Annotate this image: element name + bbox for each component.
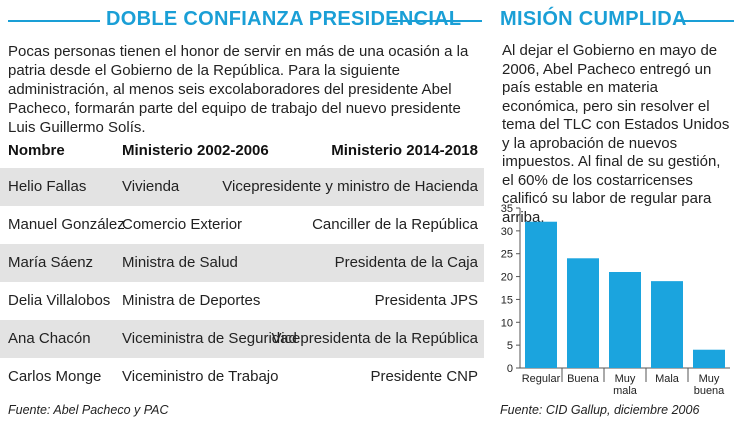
cell-ministerio-2014: Presidente CNP — [370, 368, 478, 385]
cell-nombre: Delia Villalobos — [8, 292, 111, 309]
left-section-title: DOBLE CONFIANZA PRESIDENCIAL — [106, 8, 462, 30]
right-title-rule — [676, 20, 734, 22]
cell-nombre: Ana Chacón — [8, 330, 91, 347]
x-tick-label: Regular — [522, 373, 561, 385]
table-row: Manuel González Comercio Exterior Cancil… — [0, 206, 484, 244]
x-tick-label: Mala — [655, 373, 680, 385]
cell-ministerio-2014: Presidenta JPS — [374, 292, 478, 309]
table-row: Carlos Monge Viceministro de Trabajo Pre… — [0, 358, 484, 396]
left-title-rule-right — [392, 20, 482, 22]
table-header: Nombre Ministerio 2002-2006 Ministerio 2… — [0, 136, 484, 168]
table-row: Ana Chacón Viceministra de Seguridad Vic… — [0, 320, 484, 358]
y-tick-label: 35 — [501, 203, 513, 215]
cell-nombre: Manuel González — [8, 216, 125, 233]
cell-ministerio-2014: Vicepresidente y ministro de Hacienda — [222, 178, 478, 195]
left-title-rule-left — [8, 20, 100, 22]
cell-ministerio-2014: Canciller de la República — [312, 216, 478, 233]
right-section-title: MISIÓN CUMPLIDA — [500, 8, 687, 30]
bar — [567, 258, 599, 368]
cell-nombre: María Sáenz — [8, 254, 94, 271]
table-row: Helio Fallas Vivienda Vicepresidente y m… — [0, 168, 484, 206]
x-tick-label: Buena — [567, 373, 600, 385]
header-nombre: Nombre — [8, 142, 65, 159]
left-source: Fuente: Abel Pacheco y PAC — [8, 403, 169, 417]
intro-paragraph: Pocas personas tienen el honor de servir… — [8, 43, 469, 136]
header-ministerio-2002-2006: Ministerio 2002-2006 — [122, 142, 269, 159]
y-tick-label: 25 — [501, 249, 513, 261]
y-tick-label: 0 — [507, 363, 513, 375]
right-paragraph: Al dejar el Gobierno en mayo de 2006, Ab… — [502, 42, 730, 226]
cell-ministerio-2014: Vicepresidenta de la República — [271, 330, 478, 347]
cell-ministerio-2002: Ministra de Deportes — [122, 292, 261, 309]
table-row: María Sáenz Ministra de Salud Presidenta… — [0, 244, 484, 282]
bar — [609, 272, 641, 368]
y-tick-label: 20 — [501, 272, 513, 284]
right-source: Fuente: CID Gallup, diciembre 2006 — [500, 403, 700, 417]
y-tick-label: 15 — [501, 294, 513, 306]
x-tick-label: Muy mala — [613, 373, 638, 397]
bar — [651, 281, 683, 368]
table-row: Delia Villalobos Ministra de Deportes Pr… — [0, 282, 484, 320]
x-tick-label: Muy buena — [694, 373, 725, 397]
cell-ministerio-2002: Viceministra de Seguridad — [122, 330, 297, 347]
y-tick-label: 10 — [501, 317, 513, 329]
cell-ministerio-2002: Ministra de Salud — [122, 254, 238, 271]
cell-ministerio-2002: Comercio Exterior — [122, 216, 243, 233]
cell-ministerio-2002: Viceministro de Trabajo — [122, 368, 279, 385]
y-tick-label: 30 — [501, 226, 513, 238]
bar — [525, 221, 557, 368]
y-tick-label: 5 — [507, 340, 513, 352]
header-ministerio-2014-2018: Ministerio 2014-2018 — [331, 142, 478, 159]
cell-ministerio-2014: Presidenta de la Caja — [334, 254, 478, 271]
bar — [693, 349, 725, 368]
cell-nombre: Carlos Monge — [8, 368, 102, 385]
cell-nombre: Helio Fallas — [8, 178, 87, 195]
ministers-table: Nombre Ministerio 2002-2006 Ministerio 2… — [0, 136, 484, 396]
cell-ministerio-2002: Vivienda — [122, 178, 180, 195]
approval-bar-chart: 0 5 10 15 20 25 30 35 Regular Buena Muy mala Mala Muy… — [501, 203, 730, 397]
